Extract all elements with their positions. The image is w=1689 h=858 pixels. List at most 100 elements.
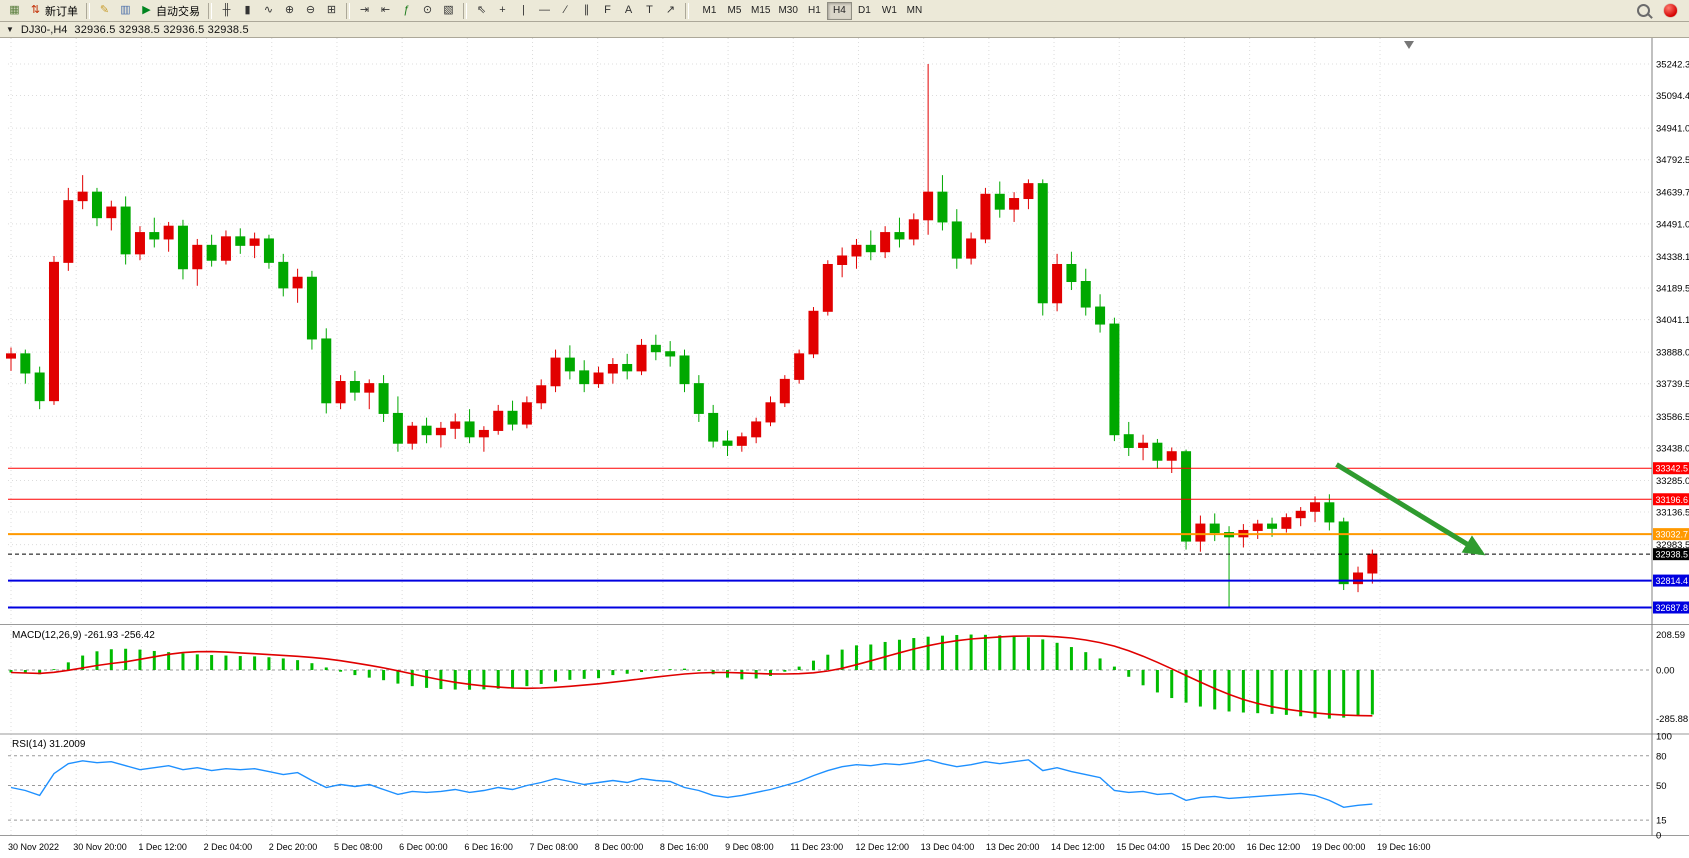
resistance-line-2-axis-label: 33196.6	[1656, 495, 1689, 505]
chart-canvas[interactable]: 35242.3 35094.4 34941.0 34792.5 34639.7 34491…	[0, 38, 1689, 858]
bid-price-line[interactable]: 32938.5	[8, 548, 1689, 561]
date-label: 7 Dec 08:00	[530, 842, 579, 852]
arrows-button[interactable]: ↗	[660, 2, 681, 20]
candle	[736, 432, 747, 452]
candle	[1152, 438, 1163, 469]
toolbar-separator	[208, 2, 212, 19]
macd-signal-line	[10, 635, 1373, 717]
vertical-line-icon: |	[522, 4, 525, 16]
toolbar-separator	[685, 2, 689, 19]
pivot-line-axis-label: 33032.7	[1656, 530, 1689, 540]
candle	[693, 375, 704, 422]
rsi-panel: 100 80 50 15 0 RSI(14) 31.2009	[8, 732, 1672, 842]
vertical-line-button[interactable]: |	[513, 2, 534, 20]
candle	[1281, 513, 1292, 533]
candle	[321, 328, 332, 414]
candlestick-chart-button[interactable]: ▮	[237, 2, 258, 20]
chart-titlebar[interactable]: ▼ DJ30-,H4 32936.5 32938.5 32936.5 32938…	[0, 22, 1689, 38]
cursor-button[interactable]: ⇖	[471, 2, 492, 20]
zoom-in-button[interactable]: ⊕	[279, 2, 300, 20]
date-label: 8 Dec 00:00	[595, 842, 644, 852]
metaeditor-icon: ✎	[99, 4, 110, 16]
candle	[1353, 566, 1364, 593]
date-label: 6 Dec 16:00	[464, 842, 513, 852]
periods-button[interactable]: ⊙	[417, 2, 438, 20]
autotrading-button[interactable]: ▶ 自动交易	[136, 2, 204, 20]
sell-arrow[interactable]	[1335, 462, 1486, 556]
new-chart-button[interactable]: ▦	[4, 2, 25, 20]
candle	[206, 234, 217, 267]
candle	[1037, 179, 1048, 316]
price-tick-label: 34041.1	[1656, 315, 1689, 326]
timeframe-m5[interactable]: M5	[722, 2, 747, 20]
rsi-label: RSI(14) 31.2009	[12, 739, 86, 750]
auto-scroll-button[interactable]: ⇥	[354, 2, 375, 20]
text-button[interactable]: A	[618, 2, 639, 20]
chart-shift-marker-icon	[1404, 41, 1414, 49]
candle	[994, 181, 1005, 218]
indicators-button[interactable]: ƒ	[396, 2, 417, 20]
new-order-button[interactable]: ⇅ 新订单	[25, 2, 82, 20]
templates-button[interactable]: ▧	[438, 2, 459, 20]
label-button[interactable]: T	[639, 2, 660, 20]
collapse-chart-icon[interactable]: ▼	[6, 25, 14, 34]
chart-shift-button[interactable]: ⇤	[375, 2, 396, 20]
candle	[751, 417, 762, 444]
candle	[34, 366, 45, 410]
date-label: 8 Dec 16:00	[660, 842, 709, 852]
price-lines: 33342.5 33196.6 33032.7 32938.5 32814.4 32687…	[8, 462, 1689, 614]
timeframe-m15[interactable]: M15	[747, 2, 774, 20]
line-chart-button[interactable]: ∿	[258, 2, 279, 20]
candle	[421, 417, 432, 444]
timeframe-h1[interactable]: H1	[802, 2, 827, 20]
fibonacci-button[interactable]: F	[597, 2, 618, 20]
resistance-line-1[interactable]: 33342.5	[8, 462, 1689, 475]
candle	[622, 353, 633, 380]
crosshair-button[interactable]: +	[492, 2, 513, 20]
candle	[6, 347, 16, 371]
resistance-line-2[interactable]: 33196.6	[8, 493, 1689, 506]
channel-button[interactable]: ∥	[576, 2, 597, 20]
tile-windows-button[interactable]: ⊞	[321, 2, 342, 20]
time-axis[interactable]: 30 Nov 2022 30 Nov 20:00 1 Dec 12:00 2 Dec …	[8, 842, 1431, 852]
pivot-line[interactable]: 33032.7	[8, 528, 1689, 541]
candle	[951, 209, 962, 269]
timeframe-h4[interactable]: H4	[826, 1, 852, 20]
ohlc-bars-button[interactable]: ╫	[216, 2, 237, 20]
price-tick-label: 33136.5	[1656, 508, 1689, 519]
new-order-icon: ⇅	[30, 4, 41, 16]
bid-price-line-axis-box	[1653, 548, 1689, 561]
support-line-1-axis-box	[1653, 574, 1689, 587]
vertical-grid	[10, 38, 1381, 835]
timeframe-d1[interactable]: D1	[852, 2, 877, 20]
toolbar-separator	[86, 2, 90, 19]
candle	[1166, 447, 1177, 473]
macd-axis-label: 208.59	[1656, 630, 1685, 641]
resistance-line-2-axis-box	[1653, 493, 1689, 506]
timeframe-m30[interactable]: M30	[774, 2, 801, 20]
date-label: 13 Dec 20:00	[986, 842, 1040, 852]
support-line-2[interactable]: 32687.8	[8, 601, 1689, 614]
search-icon[interactable]	[1637, 4, 1650, 17]
horizontal-line-button[interactable]: —	[534, 2, 555, 20]
candle	[880, 226, 891, 259]
market-watch-button[interactable]: ▥	[115, 2, 136, 20]
support-line-1[interactable]: 32814.4	[8, 574, 1689, 587]
candle	[493, 404, 504, 435]
candle	[450, 413, 461, 439]
price-tick-label: 33739.5	[1656, 379, 1689, 390]
candle	[177, 219, 188, 280]
candle	[63, 187, 74, 271]
timeframe-m1[interactable]: M1	[697, 2, 722, 20]
timeframe-mn[interactable]: MN	[902, 2, 927, 20]
zoom-out-button[interactable]: ⊖	[300, 2, 321, 20]
notification-badge-icon[interactable]	[1664, 4, 1677, 17]
metaeditor-button[interactable]: ✎	[94, 2, 115, 20]
candle	[1066, 251, 1077, 291]
chart-shift-icon: ⇤	[380, 4, 391, 16]
candle	[650, 334, 661, 361]
timeframe-w1[interactable]: W1	[877, 2, 902, 20]
price-axis[interactable]: 35242.3 35094.4 34941.0 34792.5 34639.7 34491…	[1656, 60, 1689, 552]
trendline-button[interactable]: ∕	[555, 2, 576, 20]
fibonacci-icon: F	[604, 4, 611, 16]
